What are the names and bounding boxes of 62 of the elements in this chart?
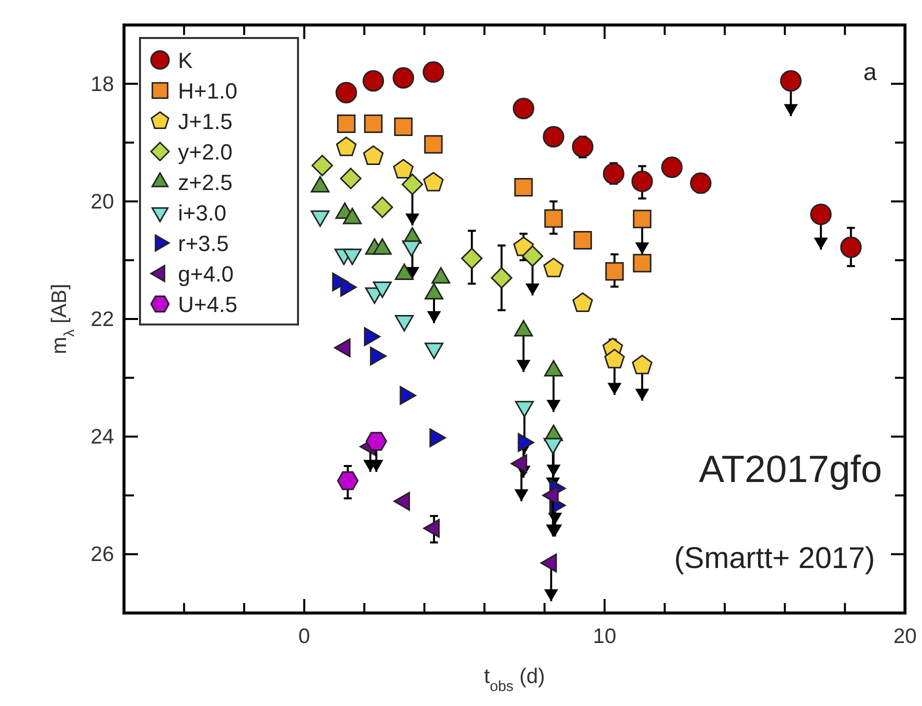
point: [340, 168, 362, 190]
point: [840, 236, 862, 258]
point: [661, 156, 683, 178]
point: [402, 174, 424, 196]
legend-label: g+4.0: [178, 262, 234, 286]
point: [632, 254, 652, 272]
legend-label: J+1.5: [178, 109, 232, 134]
point: [423, 172, 444, 192]
point: [393, 158, 414, 178]
point: [312, 154, 334, 176]
y-tick-label: 24: [90, 426, 114, 449]
point: [631, 170, 653, 192]
point: [780, 70, 802, 92]
point: [461, 248, 483, 270]
point: [372, 196, 394, 218]
point: [632, 354, 652, 374]
point: [544, 209, 563, 228]
point: [572, 292, 593, 312]
annotation: AT2017gfo: [698, 449, 882, 491]
x-axis-title: t$_{obs}$ (d): [484, 665, 546, 695]
y-tick-label: 22: [90, 308, 114, 331]
point: [542, 126, 564, 148]
point: [512, 98, 534, 120]
y-tick-label: 20: [90, 190, 114, 214]
point: [362, 70, 384, 92]
point: [604, 348, 625, 368]
x-tick-label: 10: [592, 625, 616, 648]
legend-label: i+3.0: [178, 200, 226, 226]
y-tick-label: 26: [90, 543, 114, 566]
legend-label: K: [178, 48, 193, 73]
legend-label: y+2.0: [178, 140, 232, 164]
annotation: a: [863, 59, 878, 86]
annotation: (Smartt+ 2017): [674, 542, 875, 575]
point: [602, 163, 624, 184]
point: [632, 210, 652, 228]
point: [690, 172, 712, 194]
point: [337, 471, 359, 490]
point: [336, 136, 357, 156]
legend-label: z+2.5: [178, 170, 232, 195]
x-tick-label: 0: [298, 625, 310, 648]
point: [424, 135, 443, 154]
point: [514, 178, 533, 197]
point: [363, 145, 384, 165]
legend-label: r+3.5: [178, 231, 229, 256]
point: [422, 61, 444, 83]
point: [336, 82, 358, 104]
point: [522, 245, 544, 267]
point: [572, 136, 594, 158]
point: [366, 432, 388, 451]
point: [573, 230, 592, 250]
legend-label: H+1.0: [178, 78, 238, 104]
point: [337, 114, 356, 134]
x-tick-label: 20: [893, 625, 917, 648]
point: [605, 262, 624, 281]
legend-label: U+4.5: [178, 292, 238, 317]
point: [543, 258, 564, 278]
point: [394, 117, 413, 136]
point: [490, 267, 512, 289]
point: [392, 67, 414, 89]
y-tick-label: 18: [90, 72, 114, 96]
point: [810, 204, 832, 226]
point: [364, 114, 383, 134]
